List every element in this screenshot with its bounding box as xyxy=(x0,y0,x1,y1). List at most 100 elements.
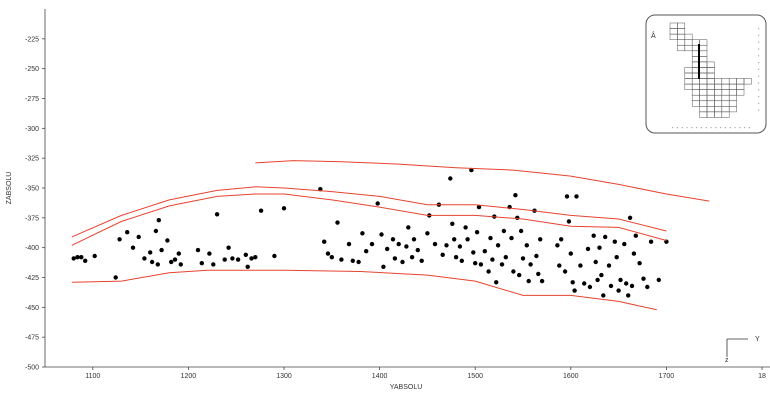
data-point xyxy=(249,256,254,261)
triad-y-label: Y xyxy=(755,336,760,343)
inset-scale-mark xyxy=(758,109,760,111)
data-point xyxy=(195,247,201,253)
inset-scale-mark xyxy=(705,127,707,129)
data-point xyxy=(356,259,361,265)
data-point xyxy=(411,237,417,242)
data-point xyxy=(172,257,178,262)
data-point xyxy=(199,261,204,266)
inset-scale-mark xyxy=(748,127,750,129)
data-point xyxy=(235,257,241,262)
x-tick-label: 1500 xyxy=(467,373,483,380)
data-point xyxy=(322,239,327,244)
data-point xyxy=(272,253,277,259)
inset-scale-mark xyxy=(758,102,760,104)
data-point xyxy=(92,253,97,259)
data-point xyxy=(159,247,164,253)
data-point xyxy=(624,281,629,286)
data-point xyxy=(432,241,438,247)
data-point xyxy=(142,256,147,261)
inset-scale-mark xyxy=(758,34,760,36)
data-point xyxy=(495,243,501,248)
data-point xyxy=(149,259,155,265)
data-point xyxy=(488,235,493,241)
data-point xyxy=(633,233,638,238)
data-point xyxy=(656,277,661,283)
data-point xyxy=(425,231,430,236)
data-point xyxy=(568,251,573,256)
data-point xyxy=(557,263,562,268)
location-inset: Â xyxy=(645,14,767,134)
inset-frame xyxy=(645,14,767,134)
inset-scale-mark xyxy=(681,127,683,129)
data-point xyxy=(350,258,355,263)
y-tick-label: -275 xyxy=(25,96,39,103)
data-point xyxy=(539,278,545,284)
inset-scale-mark xyxy=(710,127,712,129)
data-point xyxy=(559,237,564,242)
data-point xyxy=(582,281,587,286)
triad-z-label: z xyxy=(725,357,729,364)
data-point xyxy=(390,237,396,242)
data-point xyxy=(153,228,159,234)
y-tick-label: -325 xyxy=(25,156,39,163)
data-point xyxy=(631,251,637,256)
data-point xyxy=(511,269,516,274)
data-point xyxy=(608,283,614,289)
inset-scale-mark xyxy=(758,68,760,70)
inset-scale-mark xyxy=(758,89,760,91)
data-point xyxy=(400,259,405,265)
x-tick-label: 18 xyxy=(758,373,766,380)
inset-scale-mark xyxy=(744,127,746,129)
data-point xyxy=(528,262,533,267)
inset-scale-mark xyxy=(758,41,760,43)
data-point xyxy=(440,252,445,257)
y-tick-label: -375 xyxy=(25,215,39,222)
data-point xyxy=(453,255,459,260)
data-point xyxy=(245,264,250,269)
data-point xyxy=(329,255,334,260)
inset-scale-mark xyxy=(700,127,702,129)
x-tick-label: 1400 xyxy=(372,373,388,380)
y-tick-label: -300 xyxy=(25,126,39,133)
inset-scale-mark xyxy=(758,48,760,50)
data-point xyxy=(369,241,375,247)
data-point xyxy=(155,262,160,267)
data-point xyxy=(482,249,487,254)
data-point xyxy=(406,225,411,230)
data-point xyxy=(509,235,514,241)
inset-grid-cell xyxy=(728,106,737,113)
inset-scale-mark xyxy=(676,127,678,129)
data-point xyxy=(526,278,531,284)
data-point xyxy=(117,237,122,242)
inset-scale-mark xyxy=(758,82,760,84)
data-point xyxy=(211,262,216,267)
data-point xyxy=(524,243,529,248)
data-point xyxy=(564,194,570,199)
y-tick-label: -425 xyxy=(25,275,39,282)
data-point xyxy=(627,215,633,220)
data-point xyxy=(612,239,617,244)
data-point xyxy=(499,262,505,267)
data-point xyxy=(518,228,524,234)
data-point xyxy=(486,269,491,274)
data-point xyxy=(593,259,598,265)
data-point xyxy=(75,255,80,260)
data-point xyxy=(176,251,181,256)
data-point xyxy=(603,234,608,240)
y-tick-label: -500 xyxy=(25,365,39,372)
data-point xyxy=(520,256,526,261)
data-point xyxy=(534,253,539,259)
inset-scale-mark xyxy=(739,127,741,129)
data-point xyxy=(130,245,136,250)
y-tick-label: -400 xyxy=(25,245,39,252)
data-point xyxy=(585,246,591,252)
data-point xyxy=(536,271,541,277)
data-point xyxy=(648,239,654,244)
data-point xyxy=(113,275,118,280)
y-tick-label: -250 xyxy=(25,66,39,73)
data-point xyxy=(599,272,604,278)
data-point xyxy=(253,255,258,260)
data-point xyxy=(614,255,619,260)
data-point xyxy=(562,269,568,274)
